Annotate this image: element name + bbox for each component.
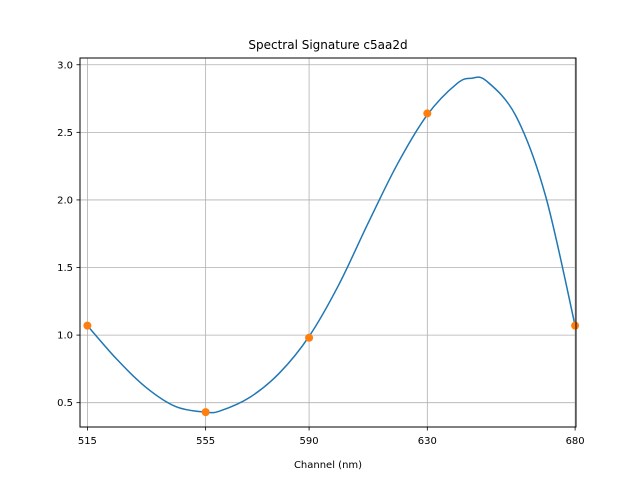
y-tick-label: 2.0 [57,195,73,206]
x-tick-label: 555 [196,436,215,447]
x-axis: 515 555 590 630 680 [78,427,585,447]
x-tick-label: 515 [78,436,97,447]
x-axis-title: Channel (nm) [294,460,362,471]
y-tick-label: 1.0 [57,331,73,342]
data-point [423,109,432,118]
data-point [571,321,580,330]
chart-title: Spectral Signature c5aa2d [248,38,407,52]
interpolated-curve [86,76,576,414]
x-tick-label: 590 [300,436,319,447]
x-tick-label: 680 [566,436,585,447]
y-axis: 0.5 1.0 1.5 2.0 2.5 3.0 [57,60,80,409]
plot-series [83,76,580,417]
y-tick-label: 3.0 [57,60,73,71]
y-tick-label: 1.5 [57,263,73,274]
grid [80,58,576,427]
x-tick-label: 630 [418,436,437,447]
data-point [201,408,210,417]
y-tick-label: 0.5 [57,398,73,409]
plot-frame [79,57,577,428]
y-tick-label: 2.5 [57,128,73,139]
data-point [83,321,92,330]
data-point [305,333,314,342]
